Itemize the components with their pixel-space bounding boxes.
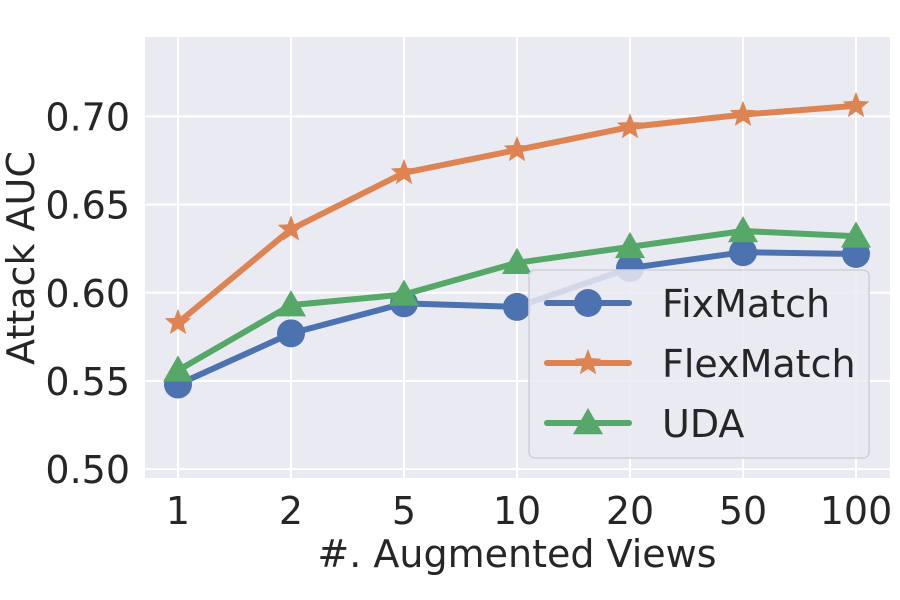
x-tick-label: 10 — [493, 489, 541, 533]
legend: FixMatch FlexMatch UDA — [528, 269, 870, 459]
y-tick-label: 0.60 — [45, 272, 130, 316]
data-point — [503, 135, 531, 162]
data-point — [841, 221, 871, 248]
y-tick-labels: 0.50 0.55 0.60 0.65 0.70 — [45, 95, 130, 492]
legend-label: UDA — [662, 402, 744, 446]
series-uda — [163, 216, 871, 382]
data-point — [729, 100, 757, 126]
x-axis-label: #. Augmented Views — [317, 532, 716, 576]
legend-item-fixmatch: FixMatch — [544, 282, 830, 326]
data-point — [615, 231, 645, 259]
data-point — [728, 216, 758, 243]
data-point — [277, 319, 305, 348]
x-tick-label: 100 — [820, 489, 893, 533]
data-point — [842, 91, 870, 118]
data-point — [164, 308, 192, 335]
data-point — [616, 113, 644, 139]
series-flexmatch — [164, 91, 870, 335]
x-tick-label: 2 — [279, 489, 303, 533]
x-tick-label: 1 — [166, 489, 190, 533]
y-tick-label: 0.55 — [45, 360, 130, 404]
data-point — [389, 279, 419, 306]
legend-item-uda: UDA — [544, 402, 744, 446]
legend-marker — [574, 289, 602, 317]
y-tick-label: 0.50 — [45, 448, 130, 492]
x-tick-label: 20 — [606, 489, 654, 533]
legend-label: FlexMatch — [662, 342, 856, 386]
data-point — [163, 355, 193, 382]
y-tick-label: 0.70 — [45, 95, 130, 139]
data-point — [390, 158, 418, 185]
data-point — [729, 238, 757, 267]
data-point — [277, 215, 305, 241]
legend-frame — [528, 269, 870, 459]
data-point — [503, 292, 531, 321]
data-point — [502, 247, 532, 275]
x-tick-label: 50 — [719, 489, 767, 533]
y-axis-label: Attack AUC — [0, 151, 43, 365]
x-tick-label: 5 — [392, 489, 416, 533]
data-point — [276, 290, 306, 317]
series-layer — [163, 91, 871, 399]
x-tick-labels: 1 2 5 10 20 50 100 — [166, 489, 892, 533]
legend-item-flexmatch: FlexMatch — [544, 342, 856, 386]
legend-marker — [574, 349, 602, 375]
legend-label: FixMatch — [662, 282, 830, 326]
legend-marker — [573, 408, 603, 435]
y-tick-label: 0.65 — [45, 184, 130, 228]
